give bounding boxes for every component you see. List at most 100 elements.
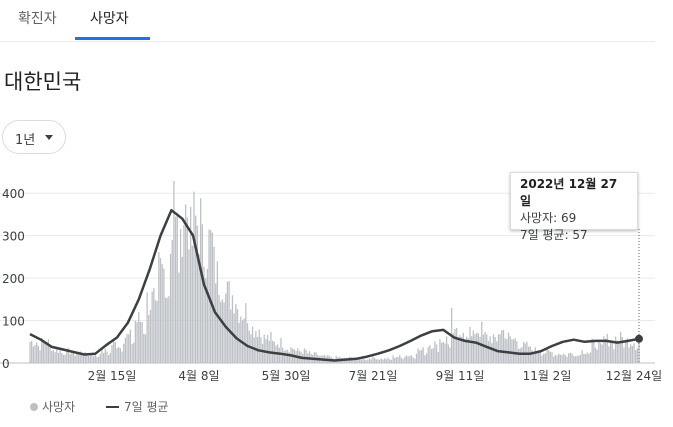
bars-layer	[29, 180, 640, 363]
daily-bar	[497, 334, 500, 363]
daily-bar	[156, 301, 158, 363]
daily-bar	[571, 353, 573, 363]
daily-bar	[604, 338, 607, 363]
daily-bar	[544, 353, 546, 363]
daily-bar	[434, 341, 436, 363]
daily-bar	[536, 351, 538, 363]
daily-bar	[91, 355, 93, 363]
daily-bar	[355, 359, 357, 363]
daily-bar	[496, 341, 498, 363]
daily-bar	[417, 348, 419, 363]
daily-bar	[422, 347, 424, 363]
daily-bar	[72, 351, 75, 363]
daily-bar	[507, 332, 510, 363]
daily-bar	[558, 353, 560, 363]
daily-bar	[591, 338, 593, 363]
daily-bar	[382, 359, 384, 363]
daily-bar	[574, 356, 577, 363]
caret-down-icon	[45, 135, 53, 140]
daily-bar	[46, 345, 48, 363]
daily-bar	[392, 355, 394, 363]
daily-bar	[521, 347, 523, 363]
daily-bar	[365, 360, 367, 363]
daily-bar	[109, 352, 111, 363]
daily-bar	[626, 338, 628, 363]
daily-bar	[517, 348, 520, 363]
daily-bar	[87, 355, 90, 363]
daily-bar	[146, 292, 148, 363]
daily-bar	[553, 356, 555, 363]
daily-bar	[603, 336, 605, 363]
daily-bar	[420, 349, 423, 363]
daily-bar	[101, 348, 103, 363]
daily-bar	[469, 326, 471, 363]
daily-bar	[564, 355, 567, 363]
y-tick-label: 0	[2, 357, 10, 371]
daily-bar	[218, 294, 220, 363]
daily-bar	[221, 299, 224, 363]
daily-bar	[49, 345, 51, 363]
daily-bar	[462, 332, 464, 363]
daily-bar	[556, 355, 558, 363]
daily-bar	[76, 352, 78, 363]
daily-bar	[154, 299, 157, 363]
daily-bar	[116, 348, 118, 363]
daily-bar	[504, 338, 506, 363]
range-selector-button[interactable]: 1년	[2, 120, 66, 154]
average-line	[29, 208, 640, 362]
daily-bar	[71, 351, 73, 363]
daily-bar	[636, 347, 638, 363]
daily-bar	[546, 349, 548, 363]
daily-bar	[261, 343, 264, 363]
daily-bar	[561, 355, 563, 363]
daily-bar	[568, 353, 570, 363]
daily-bar	[424, 355, 426, 363]
hover-marker	[635, 334, 643, 343]
daily-bar	[82, 354, 85, 363]
daily-bar	[394, 357, 396, 363]
daily-bar	[179, 228, 182, 363]
tooltip-average: 7일 평균: 57	[520, 228, 588, 242]
legend-deaths-label: 사망자	[42, 400, 76, 414]
daily-bar	[141, 322, 143, 363]
daily-bar	[519, 348, 521, 363]
daily-bar	[196, 225, 198, 363]
daily-bar	[305, 349, 307, 363]
tooltip: 2022년 12월 27일 사망자: 69 7일 평균: 57	[510, 172, 638, 242]
tab-confirmed[interactable]: 확진자	[18, 11, 57, 27]
daily-bar	[59, 349, 61, 363]
y-tick-label: 400	[2, 187, 25, 201]
daily-bar	[541, 355, 543, 363]
daily-bar	[380, 358, 383, 363]
legend-average-marker	[106, 406, 119, 408]
daily-bar	[512, 339, 515, 363]
daily-bar	[486, 334, 488, 363]
daily-bar	[96, 356, 98, 363]
daily-bar	[482, 334, 485, 363]
daily-bar	[205, 278, 207, 363]
daily-bar	[158, 252, 160, 363]
tab-deaths[interactable]: 사망자	[90, 11, 129, 27]
daily-bar	[251, 326, 254, 363]
y-tick-label: 100	[2, 315, 25, 329]
daily-bar	[37, 345, 40, 363]
daily-bar	[489, 336, 491, 363]
daily-bar	[522, 341, 525, 363]
daily-bar	[69, 354, 71, 363]
daily-bar	[623, 347, 625, 363]
daily-bar	[532, 353, 535, 363]
daily-bar	[54, 352, 56, 363]
daily-bar	[445, 336, 448, 363]
daily-bar	[412, 357, 414, 363]
daily-bar	[236, 309, 239, 363]
daily-bar	[372, 356, 374, 363]
daily-bar	[102, 352, 105, 363]
daily-bar	[624, 341, 627, 363]
daily-bar	[447, 344, 449, 363]
daily-bar	[439, 339, 441, 363]
daily-bar	[598, 339, 600, 363]
daily-bar	[563, 353, 565, 363]
daily-bar	[216, 261, 219, 363]
daily-bar	[173, 180, 175, 363]
daily-bar	[466, 336, 468, 363]
